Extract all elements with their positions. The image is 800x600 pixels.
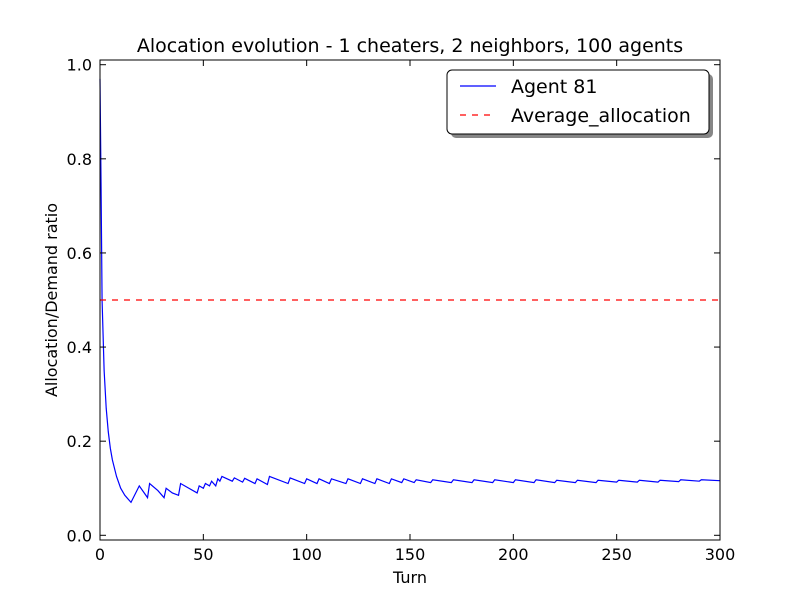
- legend: Agent 81 Average_allocation: [446, 69, 713, 138]
- x-tick-label: 100: [291, 545, 322, 564]
- y-tick-label: 0.6: [67, 244, 92, 263]
- x-tick-label: 250: [601, 545, 632, 564]
- chart-title: Alocation evolution - 1 cheaters, 2 neig…: [137, 35, 683, 57]
- legend-label-agent-81: Agent 81: [511, 76, 597, 98]
- x-tick-label: 0: [95, 545, 105, 564]
- x-tick-label: 50: [193, 545, 213, 564]
- x-tick-label: 300: [705, 545, 736, 564]
- y-tick-label: 1.0: [67, 56, 92, 75]
- plot-area: [99, 78, 721, 504]
- legend-box: [446, 69, 710, 135]
- axis-ticks: 0 50 100 150 200 250 300 0.0 0.2 0.4 0.6 0.8 1.0: [67, 56, 736, 564]
- series-line-agent-81: [99, 78, 721, 504]
- x-axis-title: Turn: [392, 568, 427, 587]
- y-tick-label: 0.0: [67, 526, 92, 545]
- x-tick-label: 200: [498, 545, 529, 564]
- x-tick-label: 150: [395, 545, 426, 564]
- legend-label-average-allocation: Average_allocation: [511, 105, 691, 127]
- y-axis-title: Allocation/Demand ratio: [42, 203, 61, 397]
- plot-frame: [99, 59, 721, 541]
- y-tick-label: 0.4: [67, 338, 92, 357]
- y-tick-label: 0.8: [67, 150, 92, 169]
- y-tick-label: 0.2: [67, 432, 92, 451]
